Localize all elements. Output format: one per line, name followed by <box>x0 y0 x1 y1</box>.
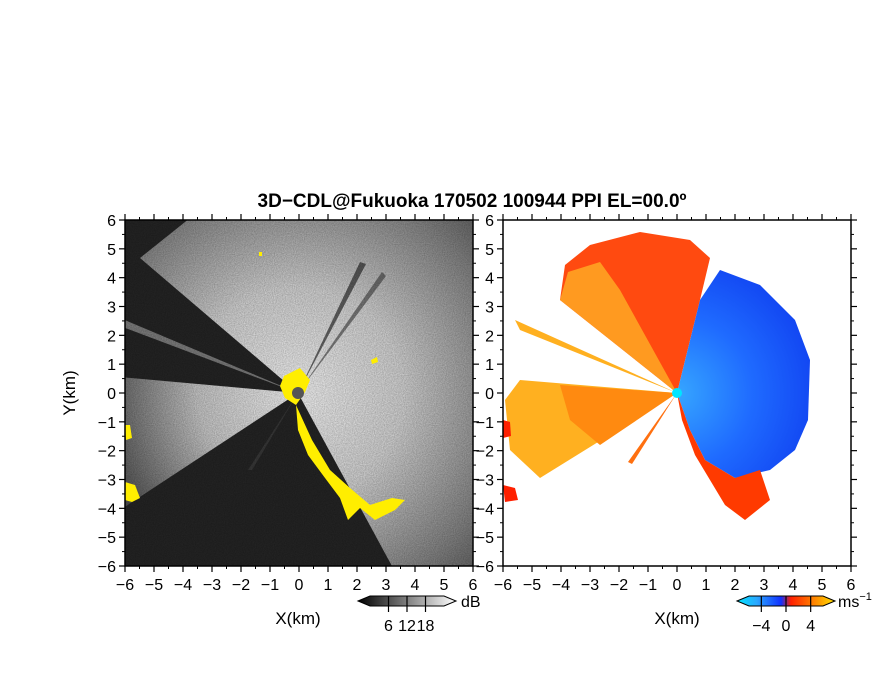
reflectivity-x-tick-label: −6 <box>116 577 134 594</box>
reflectivity-y-tick-labels: −6 −5 −4 −3 −2 −1 0 1 2 3 4 5 6 <box>98 213 116 576</box>
velocity-y-tick-label: 1 <box>485 357 494 374</box>
faint-beam-west <box>515 320 677 393</box>
velocity-y-tick-label: 2 <box>485 328 494 345</box>
approaching-sector-east <box>677 270 810 478</box>
reflectivity-y-tick-label: 2 <box>107 328 116 345</box>
figure-title: 3D−CDL@Fukuoka 170502 100944 PPI EL=00.0… <box>258 191 687 212</box>
velocity-x-tick-label: 6 <box>847 577 856 594</box>
reflectivity-x-axis-label: X(km) <box>275 609 320 628</box>
reflectivity-y-tick-label: 5 <box>107 242 116 259</box>
reflectivity-x-tick-label: 0 <box>295 577 304 594</box>
velocity-panel: −6 −5 −4 −3 −2 −1 0 1 2 3 4 5 6 −6−5−4−3−2−10123456 … <box>476 213 872 635</box>
reflectivity-colorbar-tick-label: 18 <box>417 618 435 635</box>
receding-edge-south <box>677 393 770 520</box>
reflectivity-x-tick-label: 4 <box>411 577 420 594</box>
velocity-radar-site-marker <box>672 388 682 398</box>
reflectivity-x-tick-label: 3 <box>382 577 391 594</box>
velocity-y-tick-label: −2 <box>476 444 494 461</box>
velocity-x-tick-label: −5 <box>523 577 541 594</box>
velocity-y-tick-label: 5 <box>485 242 494 259</box>
velocity-x-tick-label: −4 <box>552 577 570 594</box>
reflectivity-y-tick-label: −1 <box>98 415 116 432</box>
radar-site-marker <box>292 387 304 399</box>
velocity-y-tick-label: 0 <box>485 386 494 403</box>
reflectivity-colorbar-tick-label: 12 <box>398 618 416 635</box>
velocity-x-axis-label: X(km) <box>654 609 699 628</box>
velocity-colorbar-unit-base: ms <box>838 594 859 611</box>
reflectivity-y-tick-label: −6 <box>98 559 116 576</box>
velocity-y-tick-label: 6 <box>485 213 494 230</box>
velocity-x-tick-label: 1 <box>702 577 711 594</box>
velocity-y-tick-labels: −6 −5 −4 −3 −2 −1 0 1 2 3 4 5 6 <box>476 213 494 576</box>
reflectivity-x-tick-label: −4 <box>174 577 192 594</box>
reflectivity-y-tick-label: −5 <box>98 530 116 547</box>
reflectivity-ticks <box>119 214 479 572</box>
velocity-colorbar-unit: ms−1 <box>838 591 872 611</box>
velocity-y-tick-label: 3 <box>485 300 494 317</box>
velocity-x-tick-label: −3 <box>581 577 599 594</box>
reflectivity-x-tick-label: 2 <box>353 577 362 594</box>
velocity-y-tick-label: −6 <box>476 559 494 576</box>
reflectivity-y-tick-label: −3 <box>98 473 116 490</box>
receding-sector-northwest-light <box>560 262 677 393</box>
edge-patch-west <box>503 420 511 438</box>
velocity-x-tick-label: 3 <box>760 577 769 594</box>
reflectivity-x-tick-label: 5 <box>440 577 449 594</box>
velocity-colorbar-unit-exponent: −1 <box>859 591 872 603</box>
reflectivity-colorbar: 6 12 18 dB <box>356 594 481 635</box>
reflectivity-x-tick-label: −1 <box>261 577 279 594</box>
reflectivity-y-tick-label: 1 <box>107 357 116 374</box>
reflectivity-y-tick-label: 6 <box>107 213 116 230</box>
reflectivity-x-tick-label: −2 <box>232 577 250 594</box>
velocity-colorbar-ticks: −4 0 4 <box>752 596 815 635</box>
reflectivity-y-tick-label: −4 <box>98 501 116 518</box>
velocity-x-tick-label: −1 <box>639 577 657 594</box>
velocity-y-tick-label: 4 <box>485 271 494 288</box>
reflectivity-image <box>125 220 473 566</box>
velocity-colorbar: −4 0 4 ms−1 <box>735 591 872 635</box>
velocity-x-tick-label: 2 <box>731 577 740 594</box>
reflectivity-colorbar-tick-label: 6 <box>384 618 393 635</box>
edge-patch-southwest <box>503 485 518 502</box>
velocity-y-tick-label: −5 <box>476 530 494 547</box>
velocity-colorbar-tick-label: −4 <box>752 618 770 635</box>
reflectivity-y-tick-label: −2 <box>98 444 116 461</box>
reflectivity-colorbar-unit: dB <box>461 594 481 611</box>
velocity-image <box>503 220 851 566</box>
velocity-x-tick-label: −2 <box>610 577 628 594</box>
reflectivity-y-axis-label: Y(km) <box>60 370 79 415</box>
reflectivity-x-tick-label: −3 <box>203 577 221 594</box>
receding-sector-west-core <box>560 385 677 445</box>
reflectivity-x-tick-label: 1 <box>324 577 333 594</box>
velocity-x-tick-label: −6 <box>494 577 512 594</box>
reflectivity-x-tick-label: 6 <box>469 577 478 594</box>
reflectivity-colorbar-ticks: 6 12 18 <box>384 596 435 635</box>
reflectivity-x-tick-labels: −6 −5 −4 −3 −2 −1 0 1 2 3 4 5 6 <box>116 577 478 594</box>
velocity-x-tick-label: 4 <box>789 577 798 594</box>
reflectivity-y-tick-label: 3 <box>107 300 116 317</box>
yellow-highlight-regions <box>125 252 405 520</box>
velocity-y-tick-label: −1 <box>476 415 494 432</box>
velocity-y-tick-label: −4 <box>476 501 494 518</box>
velocity-x-tick-label: 0 <box>673 577 682 594</box>
velocity-ticks <box>497 214 857 572</box>
velocity-y-tick-label: −3 <box>476 473 494 490</box>
velocity-colorbar-tick-label: 0 <box>782 618 791 635</box>
velocity-x-tick-label: 5 <box>818 577 827 594</box>
reflectivity-y-tick-label: 0 <box>107 386 116 403</box>
reflectivity-y-tick-label: 4 <box>107 271 116 288</box>
reflectivity-panel: −6 −5 −4 −3 −2 −1 0 1 2 3 4 5 6 −6−5−4−3−2−10123456 … <box>60 213 481 635</box>
velocity-colorbar-tick-label: 4 <box>806 618 815 635</box>
velocity-x-tick-labels: −6 −5 −4 −3 −2 −1 0 1 2 3 4 5 6 <box>494 577 856 594</box>
faint-beam-southwest <box>628 393 677 464</box>
reflectivity-x-tick-label: −5 <box>145 577 163 594</box>
